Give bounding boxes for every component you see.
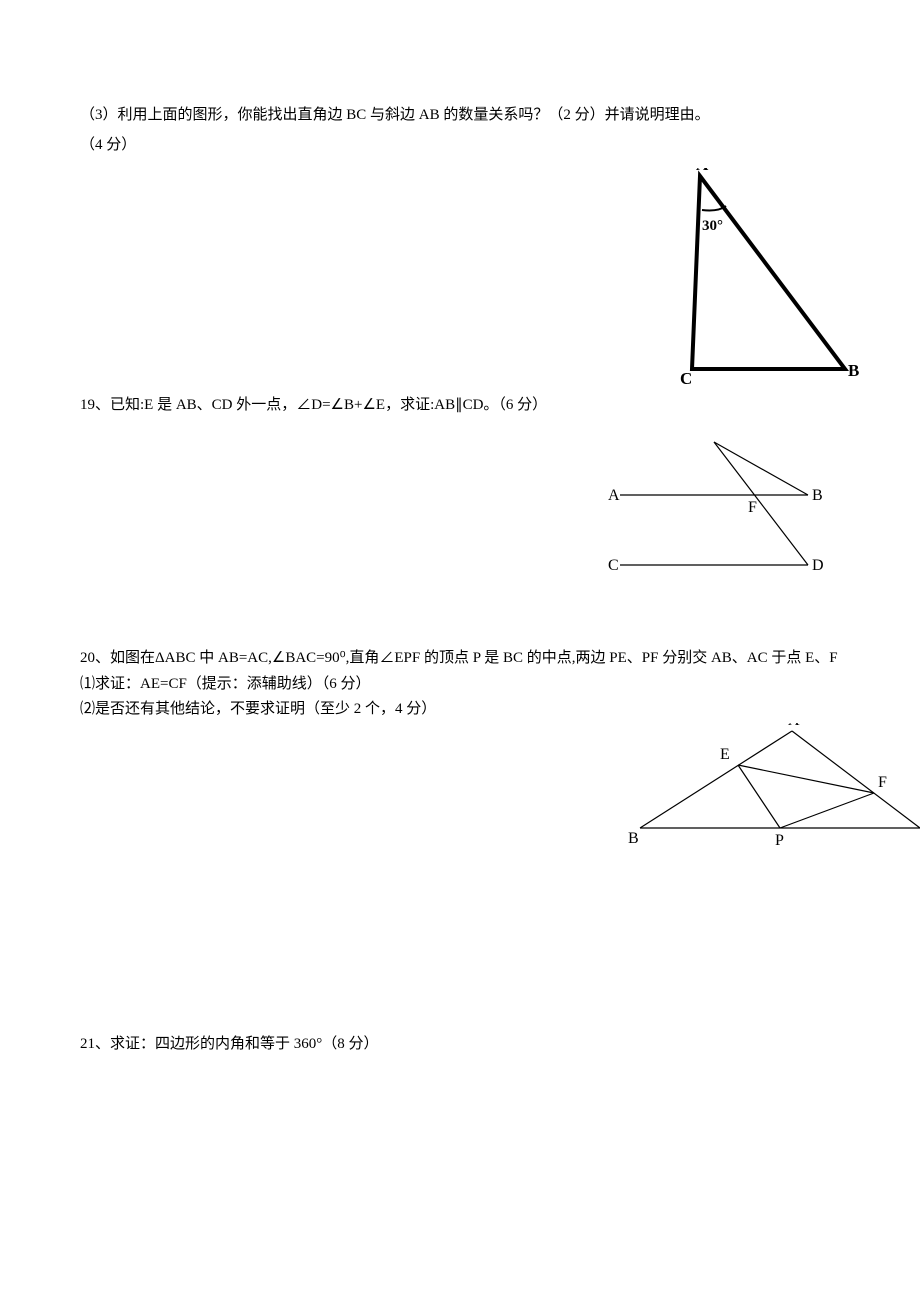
exam-page: （3）利用上面的图形，你能找出直角边 BC 与斜边 AB 的数量关系吗？（2 分…: [0, 0, 920, 1139]
label-A: A: [788, 723, 800, 729]
q19-line-3: [714, 442, 808, 495]
label-P: P: [775, 832, 784, 849]
label-E: E: [720, 746, 730, 763]
label-C: C: [608, 557, 619, 574]
label-A: A: [696, 168, 709, 174]
label-B: B: [812, 487, 823, 504]
question-19: 19、已知:E 是 AB、CD 外一点，∠D=∠B+∠E，求证:AB∥CD。（6…: [80, 390, 840, 420]
question-21: 21、求证：四边形的内角和等于 360°（8 分）: [80, 1029, 840, 1059]
seg-EF: [738, 765, 874, 793]
triangle-ABC: [692, 176, 845, 369]
question-18-part3: （3）利用上面的图形，你能找出直角边 BC 与斜边 AB 的数量关系吗？（2 分…: [80, 100, 840, 160]
seg-PF: [780, 793, 874, 828]
q20-line1: 20、如图在ΔABC 中 AB=AC,∠BAC=90⁰,直角∠EPF 的顶点 P…: [80, 646, 840, 672]
label-B: B: [628, 830, 639, 847]
label-A: A: [608, 487, 620, 504]
q20-figure: ABCPEF: [620, 723, 840, 864]
q18-svg: 30° A B C: [670, 168, 880, 393]
q21-text: 21、求证：四边形的内角和等于 360°（8 分）: [80, 1036, 379, 1052]
label-F: F: [748, 499, 757, 516]
q19-svg: E A B F C D: [600, 440, 840, 585]
label-F: F: [878, 774, 887, 791]
q18-line2: （4 分）: [80, 137, 136, 153]
q20-line3: ⑵是否还有其他结论，不要求证明（至少 2 个，4 分）: [80, 697, 840, 723]
q20-svg: ABCPEF: [620, 723, 920, 853]
q19-text: 19、已知:E 是 AB、CD 外一点，∠D=∠B+∠E，求证:AB∥CD。（6…: [80, 397, 547, 413]
angle-label-30: 30°: [702, 218, 723, 234]
q18-line1: （3）利用上面的图形，你能找出直角边 BC 与斜边 AB 的数量关系吗？（2 分…: [80, 107, 710, 123]
q19-figure: E A B F C D: [600, 440, 840, 596]
question-20: 20、如图在ΔABC 中 AB=AC,∠BAC=90⁰,直角∠EPF 的顶点 P…: [80, 646, 840, 723]
q19-line-2: [714, 442, 808, 565]
q18-figure: 30° A B C: [670, 168, 880, 404]
q20-line2: ⑴求证：AE=CF（提示：添辅助线）（6 分）: [80, 672, 840, 698]
label-D: D: [812, 557, 824, 574]
label-B: B: [848, 361, 859, 380]
seg-AB: [640, 731, 792, 828]
q18-text: （3）利用上面的图形，你能找出直角边 BC 与斜边 AB 的数量关系吗？（2 分…: [80, 100, 840, 160]
label-E: E: [708, 440, 718, 442]
label-C: C: [680, 369, 692, 388]
seg-PE: [738, 765, 780, 828]
